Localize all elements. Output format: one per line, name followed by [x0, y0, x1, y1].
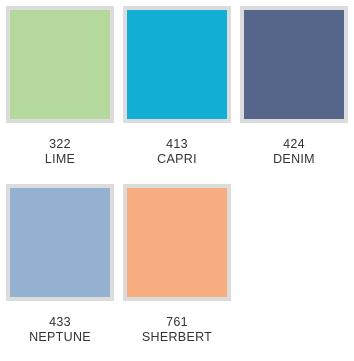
swatch-denim[interactable]: 424 DENIM [234, 6, 354, 167]
swatch-name: DENIM [273, 152, 315, 166]
swatch-name: SHERBERT [141, 330, 213, 344]
swatch-capri[interactable]: 413 CAPRI [117, 6, 237, 167]
swatch-code: 424 [283, 137, 305, 151]
swatch-code: 433 [49, 315, 71, 329]
swatch-name: LIME [44, 152, 76, 166]
swatch-sherbert[interactable]: 761 SHERBERT [117, 184, 237, 345]
swatch-neptune[interactable]: 433 NEPTUNE [0, 184, 120, 345]
swatch-chip-capri[interactable] [123, 6, 231, 123]
swatch-lime[interactable]: 322 LIME [0, 6, 120, 167]
swatch-chip-denim[interactable] [240, 6, 348, 123]
swatch-code: 413 [166, 137, 188, 151]
swatch-code: 322 [49, 137, 71, 151]
swatch-name: NEPTUNE [29, 330, 91, 344]
swatch-code: 761 [166, 315, 188, 329]
swatch-chip-neptune[interactable] [6, 184, 114, 301]
swatch-name: CAPRI [157, 152, 197, 166]
swatch-chip-sherbert[interactable] [123, 184, 231, 301]
swatch-chip-lime[interactable] [6, 6, 114, 123]
